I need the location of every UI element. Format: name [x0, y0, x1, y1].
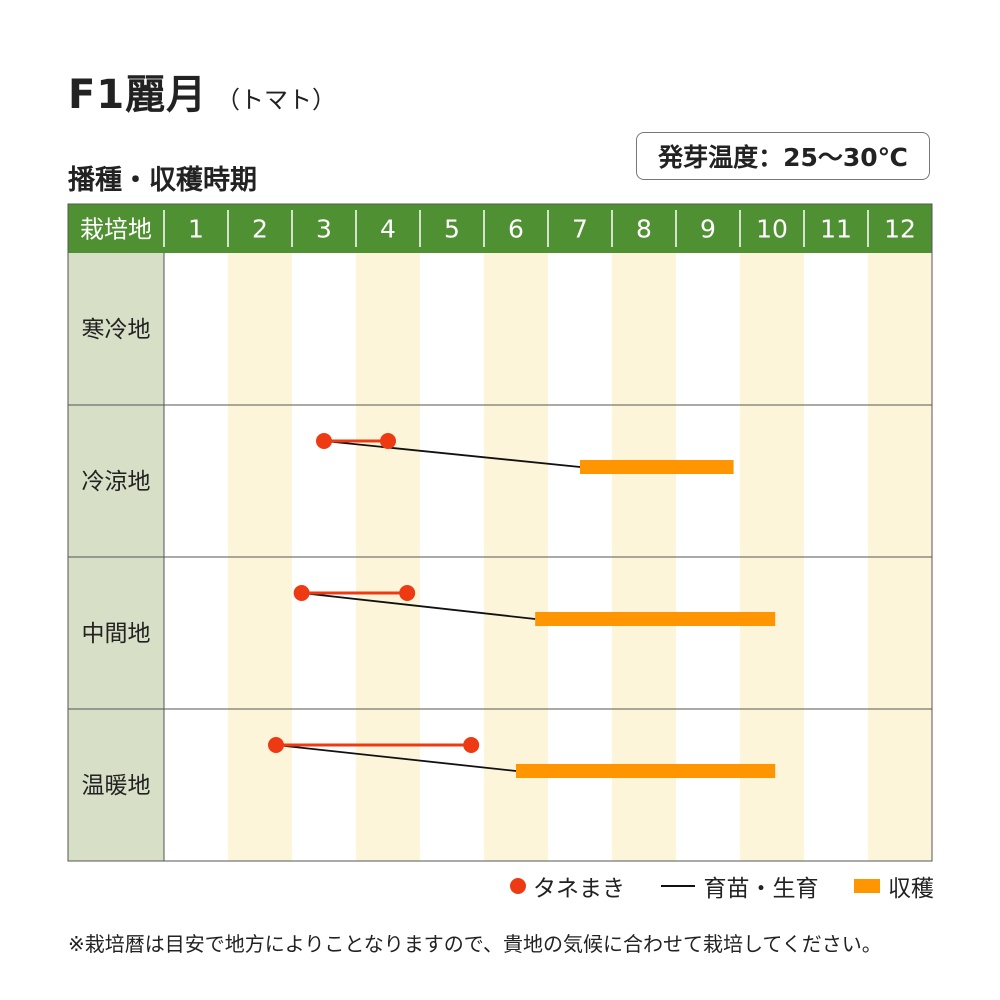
month-tick-label: 9	[700, 215, 716, 244]
sowing-end-dot	[399, 585, 416, 601]
germination-temperature-badge: 発芽温度：25～30℃	[636, 132, 930, 180]
header-row-bg	[68, 204, 932, 253]
sowing-end-dot	[380, 433, 396, 449]
legend: タネまき 育苗・生育 収穫	[510, 870, 934, 902]
page-subtitle: （トマト）	[216, 86, 336, 114]
header-region-label: 栽培地	[80, 216, 152, 244]
sowing-dot-swatch	[510, 878, 526, 894]
chart-border	[67, 203, 933, 862]
sowing-start-dot	[268, 737, 284, 753]
section-title: 播種・収穫時期	[68, 165, 257, 196]
sowing-start-dot	[293, 585, 310, 601]
growing-line	[301, 592, 536, 620]
harvest-bar	[535, 612, 776, 626]
month-tick-label: 10	[756, 215, 788, 244]
month-tick-label: 2	[252, 215, 268, 244]
region-label: 冷涼地	[82, 469, 151, 495]
region-label: 寒冷地	[82, 317, 151, 343]
month-tick-label: 6	[508, 215, 524, 244]
page-title: F1麗月	[68, 72, 208, 118]
legend-growing: 育苗・生育	[660, 869, 819, 903]
harvest-bar	[516, 764, 776, 778]
legend-sowing-label: タネまき	[533, 876, 625, 902]
region-label: 温暖地	[82, 773, 151, 799]
sowing-end-dot	[463, 737, 480, 753]
sowing-start-dot	[316, 433, 332, 449]
harvest-bar-swatch	[854, 879, 880, 893]
month-tick-label: 3	[316, 215, 332, 244]
legend-sowing: タネまき	[510, 869, 625, 903]
month-tick-label: 11	[820, 215, 852, 244]
growing-line	[323, 440, 581, 468]
month-tick-label: 7	[572, 215, 588, 244]
legend-harvest-label: 収穫	[888, 876, 934, 902]
legend-harvest: 収穫	[854, 869, 934, 903]
month-tick-label: 5	[444, 215, 460, 244]
month-tick-label: 1	[188, 215, 204, 244]
growing-line-swatch	[660, 885, 695, 887]
month-tick-label: 12	[884, 215, 916, 244]
region-label: 中間地	[82, 621, 151, 647]
month-tick-label: 8	[636, 215, 652, 244]
legend-growing-label: 育苗・生育	[703, 876, 819, 902]
growing-line	[275, 744, 517, 772]
harvest-bar	[580, 460, 734, 474]
footnote: ※栽培暦は目安で地方によりことなりますので、貴地の気候に合わせて栽培してください…	[68, 932, 882, 956]
month-tick-label: 4	[380, 215, 396, 244]
